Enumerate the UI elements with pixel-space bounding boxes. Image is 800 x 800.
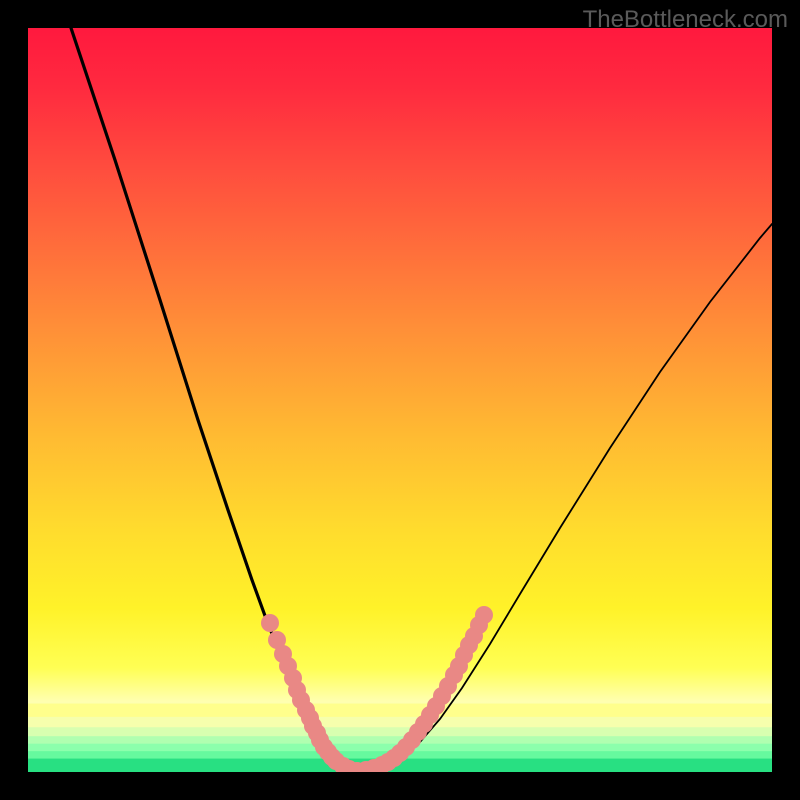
plot-frame	[0, 0, 800, 800]
chart-root: TheBottleneck.com	[0, 0, 800, 800]
watermark-text: TheBottleneck.com	[583, 6, 788, 34]
